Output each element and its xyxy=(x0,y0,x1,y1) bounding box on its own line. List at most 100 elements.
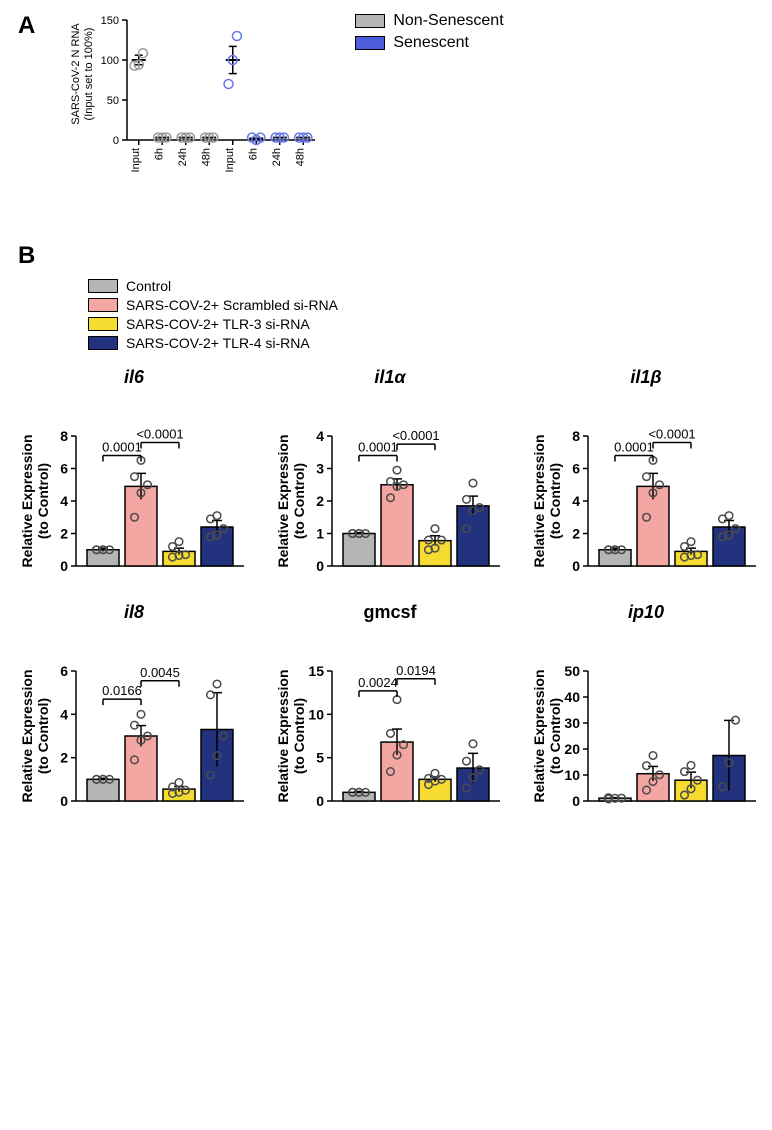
svg-text:(Input set to 100%): (Input set to 100%) xyxy=(83,28,95,121)
panel-b-row1: il6024680.0001<0.0001Relative Expression… xyxy=(18,367,754,576)
chart-title: il8 xyxy=(124,602,144,623)
svg-text:24h: 24h xyxy=(177,148,189,166)
chart-title: gmcsf xyxy=(363,602,416,623)
svg-text:(to Control): (to Control) xyxy=(547,463,563,539)
svg-text:Relative Expression: Relative Expression xyxy=(275,669,291,802)
svg-text:24h: 24h xyxy=(271,148,283,166)
svg-text:Relative Expression: Relative Expression xyxy=(19,434,35,567)
svg-text:Input: Input xyxy=(130,148,142,172)
svg-text:(to Control): (to Control) xyxy=(35,698,51,774)
bar-chart: 0 2 4 6 0.0166 0.0045 Relative Expression(to C… xyxy=(18,625,250,811)
svg-text:Relative Expression: Relative Expression xyxy=(19,669,35,802)
legend-label: SARS-COV-2+ Scrambled si-RNA xyxy=(126,297,338,313)
bar-chart: 0 10 20 30 40 50 Relative Expression(to Contro… xyxy=(530,625,762,811)
panel-b: B Control SARS-COV-2+ Scrambled si-RNA SAR… xyxy=(18,242,754,811)
svg-text:0.0166: 0.0166 xyxy=(102,683,142,698)
svg-text:10: 10 xyxy=(564,767,580,783)
svg-text:(to Control): (to Control) xyxy=(547,698,563,774)
svg-text:2: 2 xyxy=(316,493,324,509)
svg-text:(to Control): (to Control) xyxy=(291,463,307,539)
svg-text:0: 0 xyxy=(572,793,580,809)
bar-chart: 0 2 4 6 8 0.0001<0.0001 Relative Expression(to… xyxy=(18,390,250,576)
chart-title: ip10 xyxy=(628,602,664,623)
svg-text:2: 2 xyxy=(60,526,68,542)
svg-text:2: 2 xyxy=(572,526,580,542)
panel-b-row2: il802460.01660.0045Relative Expression(t… xyxy=(18,602,754,811)
legend-item: SARS-COV-2+ TLR-3 si-RNA xyxy=(88,316,754,332)
legend-label: Control xyxy=(126,278,171,294)
legend-item: Control xyxy=(88,278,754,294)
legend-label: Senescent xyxy=(393,34,469,52)
svg-text:48h: 48h xyxy=(201,148,213,166)
svg-text:50: 50 xyxy=(564,663,580,679)
svg-text:0: 0 xyxy=(60,558,68,574)
svg-text:30: 30 xyxy=(564,715,580,731)
svg-text:4: 4 xyxy=(60,493,68,509)
svg-text:Input: Input xyxy=(224,148,236,172)
legend-swatch xyxy=(88,279,118,293)
svg-text:6: 6 xyxy=(60,461,68,477)
svg-text:Relative Expression: Relative Expression xyxy=(275,434,291,567)
svg-text:8: 8 xyxy=(60,428,68,444)
scatter-plot: 050100150Input6h24h48hInput6h24h48hSARS-… xyxy=(65,12,325,202)
svg-text:40: 40 xyxy=(564,689,580,705)
svg-text:6h: 6h xyxy=(154,148,166,160)
svg-text:4: 4 xyxy=(572,493,580,509)
legend-label: Non-Senescent xyxy=(393,12,503,30)
svg-text:<0.0001: <0.0001 xyxy=(136,427,183,442)
svg-text:2: 2 xyxy=(60,750,68,766)
bar-chart-block: il8 0 2 4 6 0.0166 0.0045 Relative Expression(t… xyxy=(18,602,250,811)
svg-text:(to Control): (to Control) xyxy=(35,463,51,539)
legend-label: SARS-COV-2+ TLR-3 si-RNA xyxy=(126,316,310,332)
svg-text:0: 0 xyxy=(113,135,119,147)
svg-text:6h: 6h xyxy=(248,148,260,160)
svg-text:4: 4 xyxy=(316,428,324,444)
svg-text:Relative Expression: Relative Expression xyxy=(531,669,547,802)
svg-text:6: 6 xyxy=(572,461,580,477)
figure: A 050100150Input6h24h48hInput6h24h48hSAR… xyxy=(0,0,772,823)
panel-a-chart: 050100150Input6h24h48hInput6h24h48hSARS-… xyxy=(65,12,325,207)
svg-text:0: 0 xyxy=(572,558,580,574)
svg-text:<0.0001: <0.0001 xyxy=(648,427,695,442)
panel-letter-b: B xyxy=(18,242,754,270)
svg-text:15: 15 xyxy=(308,663,324,679)
svg-text:5: 5 xyxy=(316,750,324,766)
legend-swatch xyxy=(355,14,385,28)
svg-text:8: 8 xyxy=(572,428,580,444)
svg-text:4: 4 xyxy=(60,706,68,722)
bar-chart: 0 2 4 6 8 0.0001<0.0001 Relative Expression(to… xyxy=(530,390,762,576)
bar-chart-block: ip10 0 10 20 30 40 50 Relative Expression(to Co… xyxy=(530,602,762,811)
bar-chart-block: gmcsf0510150.00240.0194Relative Expressi… xyxy=(274,602,506,811)
svg-text:SARS-CoV-2 N RNA: SARS-CoV-2 N RNA xyxy=(70,23,82,125)
svg-text:0.0194: 0.0194 xyxy=(396,663,436,678)
chart-title: il1β xyxy=(630,367,661,388)
panel-letter-a: A xyxy=(18,12,35,40)
svg-text:0: 0 xyxy=(316,558,324,574)
legend-label: SARS-COV-2+ TLR-4 si-RNA xyxy=(126,335,310,351)
legend-swatch xyxy=(88,298,118,312)
panel-a-legend: Non-Senescent Senescent xyxy=(355,12,503,52)
svg-text:0.0001: 0.0001 xyxy=(102,440,142,455)
legend-item: SARS-COV-2+ Scrambled si-RNA xyxy=(88,297,754,313)
svg-text:0: 0 xyxy=(60,793,68,809)
svg-text:<0.0001: <0.0001 xyxy=(392,428,439,443)
legend-item: Senescent xyxy=(355,34,503,52)
svg-text:1: 1 xyxy=(316,526,324,542)
bar-chart: 0510150.00240.0194Relative Expression(to… xyxy=(274,625,506,811)
svg-text:0.0024: 0.0024 xyxy=(358,675,398,690)
svg-text:0.0001: 0.0001 xyxy=(614,440,654,455)
svg-text:0.0045: 0.0045 xyxy=(140,665,180,680)
chart-title: il1α xyxy=(374,367,405,388)
svg-text:150: 150 xyxy=(101,15,119,27)
legend-swatch xyxy=(88,336,118,350)
svg-text:Relative Expression: Relative Expression xyxy=(531,434,547,567)
bar-chart-block: il1β 0 2 4 6 8 0.0001<0.0001 Relative Expressio… xyxy=(530,367,762,576)
legend-item: SARS-COV-2+ TLR-4 si-RNA xyxy=(88,335,754,351)
panel-a: A 050100150Input6h24h48hInput6h24h48hSAR… xyxy=(18,12,754,207)
svg-text:50: 50 xyxy=(107,95,119,107)
svg-text:6: 6 xyxy=(60,663,68,679)
legend-swatch xyxy=(355,36,385,50)
chart-title: il6 xyxy=(124,367,144,388)
legend-item: Non-Senescent xyxy=(355,12,503,30)
svg-text:20: 20 xyxy=(564,741,580,757)
